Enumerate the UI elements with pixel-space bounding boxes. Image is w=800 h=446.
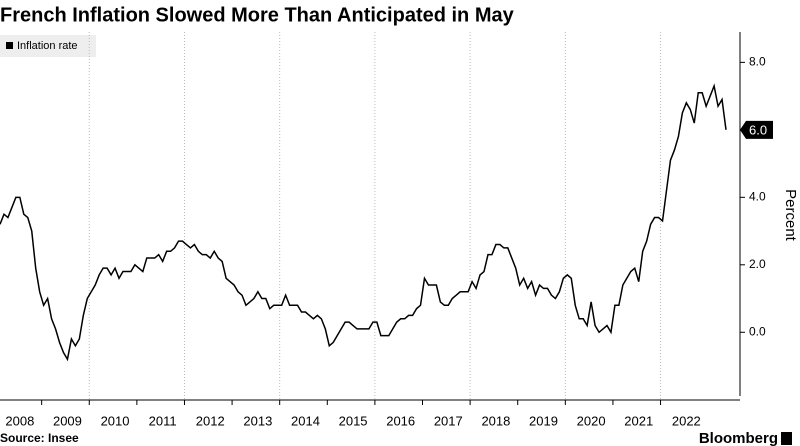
legend-box xyxy=(0,35,96,57)
y-tick-label: 4.0 xyxy=(749,189,766,203)
x-tick-label: 2020 xyxy=(577,413,606,428)
x-tick-label: 2010 xyxy=(101,413,130,428)
x-tick-label: 2016 xyxy=(386,413,415,428)
x-tick-label: 2012 xyxy=(196,413,225,428)
y-tick-label: 8.0 xyxy=(749,55,766,69)
x-tick-label: 2009 xyxy=(53,413,82,428)
x-tick-label: 2021 xyxy=(624,413,653,428)
y-tick-label: 0.0 xyxy=(749,324,766,338)
value-label-box xyxy=(740,120,773,139)
x-tick-label: 2018 xyxy=(481,413,510,428)
brand: Bloomberg xyxy=(699,430,778,446)
x-tick-label: 2008 xyxy=(5,413,34,428)
legend-swatch xyxy=(6,42,13,49)
x-tick-label: 2017 xyxy=(434,413,463,428)
value-label: 6.0 xyxy=(749,122,767,137)
x-tick-label: 2015 xyxy=(339,413,368,428)
x-tick-label: 2013 xyxy=(243,413,272,428)
legend-label: Inflation rate xyxy=(17,40,78,52)
source: Source: Insee xyxy=(0,431,79,445)
x-tick-label: 2014 xyxy=(291,413,320,428)
x-tick-label: 2011 xyxy=(149,413,177,428)
x-tick-label: 2019 xyxy=(529,413,558,428)
x-tick-label: 2022 xyxy=(672,413,701,428)
brand-icon xyxy=(781,432,792,445)
chart-title: French Inflation Slowed More Than Antici… xyxy=(0,4,515,26)
line xyxy=(0,83,727,362)
y-tick-label: 2.0 xyxy=(749,257,766,271)
y-axis-label: Percent xyxy=(782,189,799,242)
